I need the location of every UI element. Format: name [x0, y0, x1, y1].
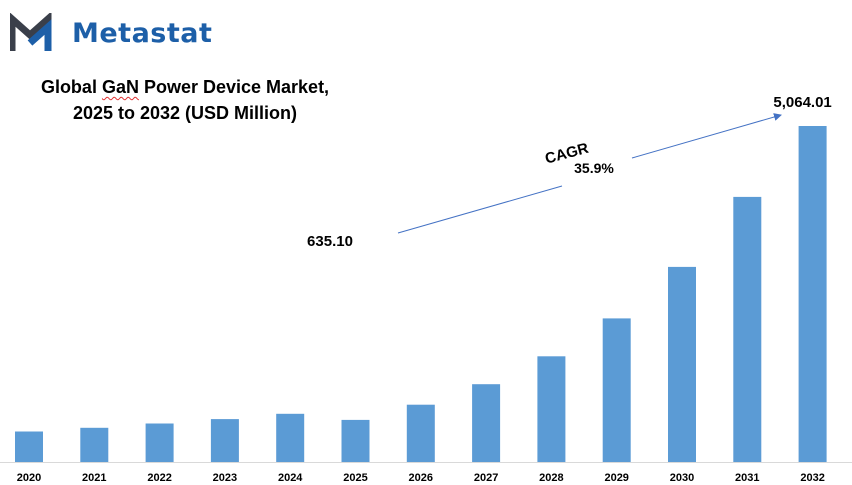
x-tick-label-2030: 2030	[670, 472, 694, 484]
bar-2023	[210, 419, 239, 462]
bar-2024	[276, 413, 305, 462]
bar-2028	[537, 356, 566, 462]
bar-2025	[341, 419, 370, 462]
chart-title: Global GaN Power Device Market, 2025 to …	[0, 74, 370, 126]
x-tick-label-2024: 2024	[278, 472, 303, 484]
x-tick-label-2022: 2022	[147, 472, 171, 484]
x-tick-label-2025: 2025	[343, 472, 367, 484]
chart-title-line-2: 2025 to 2032 (USD Million)	[72, 103, 298, 123]
x-tick-label-2021: 2021	[82, 472, 106, 484]
data-label-2032: 5,064.01	[773, 94, 831, 111]
brand-logo: Metastat	[10, 12, 212, 54]
bar-2032	[798, 126, 827, 462]
brand-name: Metastat	[72, 17, 213, 49]
x-tick-label-2020: 2020	[17, 472, 41, 484]
bar-2027	[472, 384, 501, 462]
title-suffix: Power Device Market,	[138, 77, 330, 97]
data-label-2025: 635.10	[307, 233, 353, 250]
x-tick-label-2032: 2032	[800, 472, 824, 484]
x-tick-label-2023: 2023	[213, 472, 237, 484]
bar-2022	[145, 423, 174, 462]
title-gan: GaN	[101, 77, 139, 97]
cagr-value: 35.9%	[574, 160, 614, 176]
chart-title-line-1: Global GaN Power Device Market,	[0, 74, 370, 100]
bar-2029	[602, 318, 631, 462]
bar-2020	[15, 431, 43, 462]
metastat-m-logo-icon	[10, 13, 52, 51]
cagr-arrow-segment-1	[397, 185, 563, 234]
x-tick-label-2031: 2031	[735, 472, 759, 484]
x-tick-label-2026: 2026	[409, 472, 433, 484]
bar-2030	[668, 266, 696, 462]
x-tick-label-2028: 2028	[539, 472, 563, 484]
bar-2026	[406, 404, 435, 462]
bar-2021	[80, 427, 109, 462]
x-tick-label-2029: 2029	[604, 472, 628, 484]
x-tick-label-2027: 2027	[474, 472, 498, 484]
cagr-arrow-segment-2	[631, 113, 782, 159]
bar-2031	[733, 196, 762, 462]
title-prefix: Global	[40, 77, 102, 97]
